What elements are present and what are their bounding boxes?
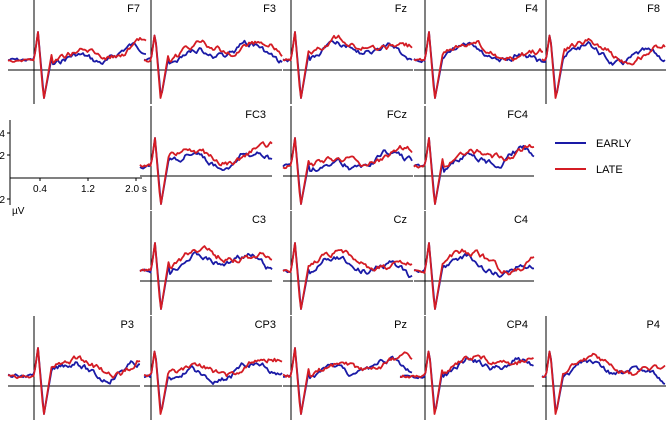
series-late-c4: [413, 242, 535, 310]
panel-label-f7: F7: [127, 3, 140, 15]
panel-f3: F3: [143, 0, 283, 104]
legend-label-early: EARLY: [596, 138, 632, 150]
x-tick-label-1.2: 1.2: [81, 184, 95, 195]
panel-fc3: FC3: [139, 106, 273, 210]
panel-pz: Pz: [282, 316, 413, 420]
panel-label-cp4: CP4: [507, 319, 528, 331]
legend-label-late: LATE: [596, 164, 623, 176]
panel-f4: F4: [413, 0, 544, 104]
x-tick-label-2.0: 2.0 s: [125, 184, 147, 195]
series-late-f7: [7, 31, 147, 99]
series-late-cz: [282, 242, 413, 310]
series-late-pz: [282, 347, 413, 415]
panel-label-fc3: FC3: [245, 109, 266, 121]
panel-label-c3: C3: [252, 214, 266, 226]
panel-cz: Cz: [282, 211, 413, 315]
y-unit-label: µV: [12, 206, 25, 217]
panel-fc4: FC4: [413, 106, 535, 210]
series-early-f3: [143, 34, 283, 94]
series-late-c3: [139, 242, 273, 310]
panel-cp3: CP3: [143, 316, 283, 420]
series-late-p3: [8, 347, 141, 415]
panel-f7: F7: [7, 0, 147, 104]
series-late-f4: [413, 31, 544, 99]
series-late-cp4: [400, 350, 534, 415]
panel-label-f3: F3: [263, 3, 276, 15]
panel-label-pz: Pz: [394, 319, 407, 331]
series-late-fcz: [282, 137, 413, 205]
panel-label-fz: Fz: [395, 3, 407, 15]
panel-fcz: FCz: [282, 106, 413, 210]
panel-label-fc4: FC4: [507, 109, 528, 121]
panel-label-cp3: CP3: [255, 319, 276, 331]
panel-label-f8: F8: [647, 3, 660, 15]
legend: EARLY LATE: [555, 138, 632, 176]
series-late-fz: [282, 31, 413, 99]
panel-label-f4: F4: [525, 3, 538, 15]
panel-p3: P3: [7, 316, 141, 420]
series-late-f3: [144, 34, 283, 99]
panel-label-cz: Cz: [394, 214, 407, 226]
electrode-panels: F7 F3 Fz F4 F8 FC3 FCz FC4 C3 Cz C4 P3 CP3 Pz CP4 P4: [7, 0, 666, 420]
y-tick-label-2: 2: [0, 195, 5, 206]
series-early-f7: [7, 31, 147, 99]
panel-c4: C4: [413, 211, 535, 315]
panel-fz: Fz: [282, 0, 413, 104]
panel-label-p3: P3: [121, 319, 134, 331]
series-late-fc3: [139, 137, 273, 205]
series-early-p3: [7, 347, 141, 415]
y-tick-label-neg2: -2: [0, 151, 5, 162]
scale-axis: -4 -2 2 µV 0.4 1.2 2.0 s: [0, 120, 147, 217]
series-early-cp4: [399, 350, 534, 410]
panel-f8: F8: [541, 0, 666, 104]
panel-label-fcz: FCz: [387, 109, 407, 121]
panel-p4: P4: [541, 316, 666, 420]
panel-label-p4: P4: [647, 319, 660, 331]
y-tick-label-neg4: -4: [0, 129, 5, 140]
series-late-f8: [541, 34, 666, 99]
series-late-cp3: [143, 350, 283, 415]
series-late-p4: [541, 350, 666, 415]
series-late-fc4: [413, 137, 535, 205]
panel-cp4: CP4: [399, 316, 534, 420]
series-early-f8: [541, 34, 666, 94]
x-tick-label-0.4: 0.4: [33, 184, 47, 195]
panel-label-c4: C4: [514, 214, 528, 226]
panel-c3: C3: [139, 211, 273, 315]
